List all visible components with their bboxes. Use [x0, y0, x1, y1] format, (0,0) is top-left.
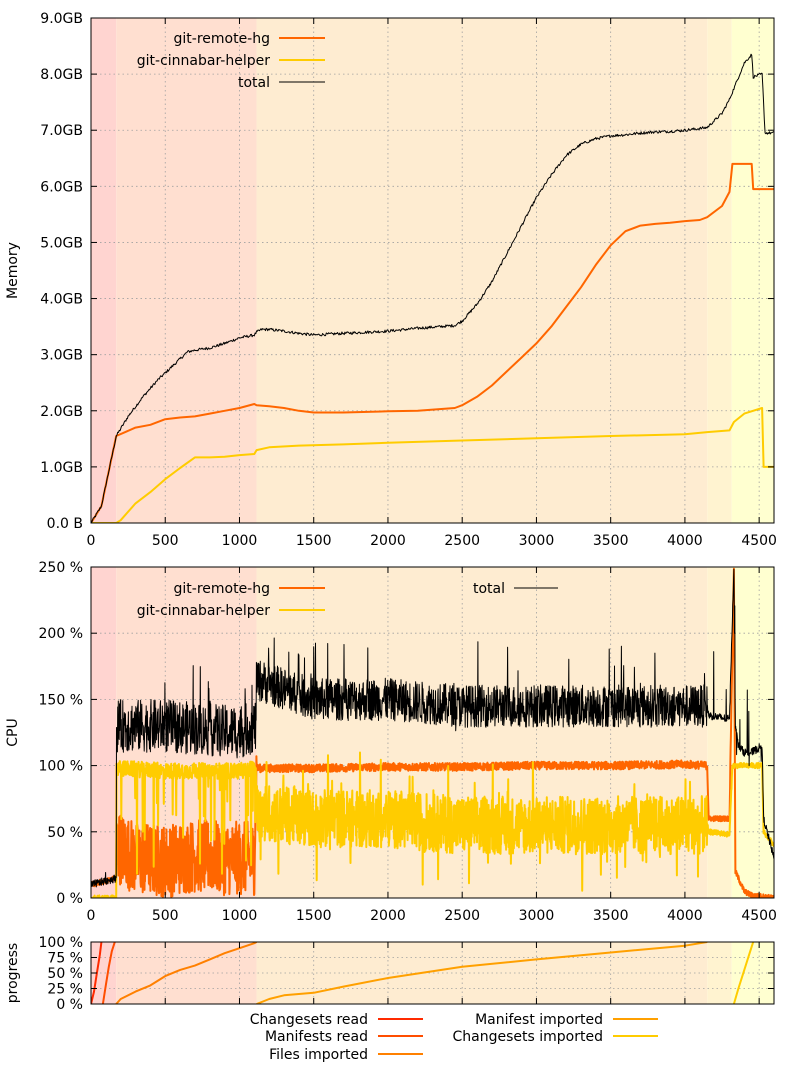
series-line-total [91, 53, 774, 523]
series-line-git-remote-hg [91, 162, 774, 523]
series-line-changesets-imported [732, 942, 755, 1004]
y-tick-label: 6.0GB [40, 179, 83, 195]
y-tick-label: 50 % [47, 825, 83, 841]
phase-band [707, 567, 732, 898]
x-tick-label: 500 [152, 908, 179, 924]
cpu-series [91, 567, 774, 898]
legend-label: total [238, 75, 270, 91]
y-tick-label: 1.0GB [40, 460, 83, 476]
x-tick-label: 2500 [444, 533, 480, 549]
memory-phase-bands [91, 18, 774, 523]
x-tick-label: 0 [87, 908, 96, 924]
legend-label: git-remote-hg [174, 31, 271, 47]
memory-series [91, 53, 774, 523]
x-tick-label: 4500 [741, 533, 777, 549]
y-tick-label: 25 % [47, 982, 83, 998]
x-tick-label: 1500 [296, 908, 332, 924]
y-tick-label: 150 % [39, 692, 83, 708]
progress-grid [91, 942, 774, 1004]
progress-y-axis-label: progress [5, 943, 21, 1003]
y-tick-label: 200 % [39, 626, 83, 642]
x-tick-label: 2000 [370, 908, 406, 924]
cpu-y-axis-label: CPU [5, 718, 21, 746]
y-tick-label: 4.0GB [40, 292, 83, 308]
memory-legend: git-remote-hg git-cinnabar-helper total [137, 31, 325, 91]
y-tick-label: 7.0GB [40, 123, 83, 139]
y-tick-label: 50 % [47, 966, 83, 982]
cpu-ticks: 0 % 50 % 100 % 150 % 200 % 250 % 0 500 1000 1500 2… [39, 560, 777, 924]
phase-band [731, 567, 774, 898]
legend-label: Changesets imported [453, 1029, 603, 1045]
x-tick-label: 3500 [593, 533, 629, 549]
y-tick-label: 0 % [56, 891, 83, 907]
y-tick-label: 3.0GB [40, 348, 83, 364]
progress-series [91, 942, 755, 1004]
series-line-manifest-imported [256, 942, 708, 1004]
memory-grid [91, 18, 774, 523]
phase-band [707, 942, 732, 1004]
y-tick-label: 100 % [39, 935, 83, 951]
y-tick-label: 250 % [39, 560, 83, 576]
x-tick-label: 3000 [519, 533, 555, 549]
x-tick-label: 1500 [296, 533, 332, 549]
x-tick-label: 2000 [370, 533, 406, 549]
legend-label: total [473, 581, 505, 597]
x-tick-label: 4000 [667, 533, 703, 549]
x-tick-label: 500 [152, 533, 179, 549]
phase-band [91, 567, 117, 898]
phase-band [707, 18, 732, 523]
legend-label: Files imported [269, 1047, 368, 1063]
memory-panel: 0.0 B 1.0GB 2.0GB 3.0GB 4.0GB 5.0GB 6.0GB 7.0GB… [5, 11, 777, 549]
legend-label: git-cinnabar-helper [137, 53, 270, 69]
y-tick-label: 9.0GB [40, 11, 83, 27]
y-tick-label: 2.0GB [40, 404, 83, 420]
series-line-manifests-read [101, 942, 116, 1004]
x-tick-label: 0 [87, 533, 96, 549]
phase-band [256, 942, 708, 1004]
x-tick-label: 3500 [593, 908, 629, 924]
legend-label: Manifest imported [475, 1012, 603, 1028]
y-tick-label: 100 % [39, 759, 83, 775]
memory-y-axis-label: Memory [5, 242, 21, 299]
cpu-plot-frame [90, 566, 775, 899]
progress-ticks: 0 %25 %50 %75 %100 % [39, 935, 774, 1013]
legend-label: Manifests read [265, 1029, 368, 1045]
x-tick-label: 4000 [667, 908, 703, 924]
series-line-total [91, 568, 774, 888]
phase-band [256, 18, 708, 523]
x-tick-label: 2500 [444, 908, 480, 924]
progress-panel: 0 %25 %50 %75 %100 % Changesets readMani… [5, 935, 775, 1063]
y-tick-label: 0 % [56, 997, 83, 1013]
x-tick-label: 1000 [222, 533, 258, 549]
phase-band [91, 18, 117, 523]
series-line-git-cinnabar-helper [91, 407, 774, 523]
x-tick-label: 3000 [519, 908, 555, 924]
series-line-files-imported [115, 942, 258, 1004]
y-tick-label: 5.0GB [40, 235, 83, 251]
cpu-panel: 0 % 50 % 100 % 150 % 200 % 250 % 0 500 1000 1500 2… [5, 560, 777, 924]
phase-band [116, 18, 257, 523]
memory-ticks: 0.0 B 1.0GB 2.0GB 3.0GB 4.0GB 5.0GB 6.0GB 7.0GB… [40, 11, 777, 549]
series-line-git-remote-hg [91, 567, 774, 898]
cpu-legend: git-remote-hg git-cinnabar-helper total [137, 581, 558, 619]
x-tick-label: 4500 [741, 908, 777, 924]
legend-label: Changesets read [250, 1012, 368, 1028]
x-tick-label: 1000 [222, 908, 258, 924]
y-tick-label: 8.0GB [40, 67, 83, 83]
legend-label: git-remote-hg [174, 581, 271, 597]
series-line-git-cinnabar-helper [91, 751, 774, 898]
memory-plot-frame [90, 17, 775, 524]
y-tick-label: 75 % [47, 951, 83, 967]
phase-band [731, 18, 774, 523]
legend-label: git-cinnabar-helper [137, 603, 270, 619]
y-tick-label: 0.0 B [47, 516, 83, 532]
